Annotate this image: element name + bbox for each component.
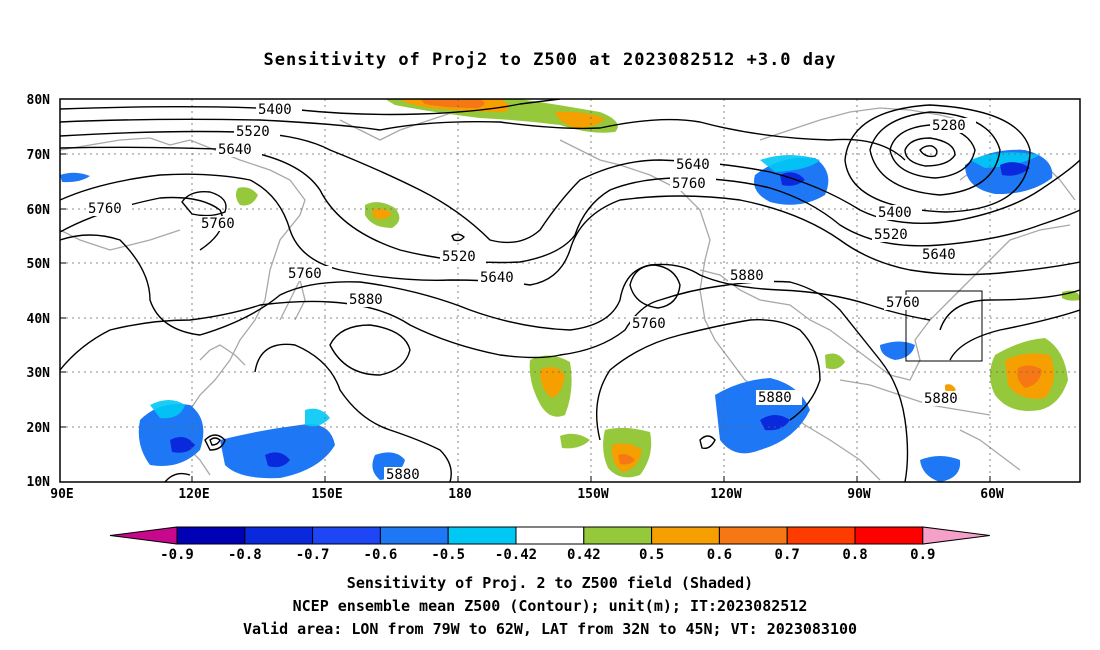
contour-label: 5760 — [286, 266, 332, 282]
contour-label: 5880 — [384, 467, 430, 483]
chart-title: Sensitivity of Proj2 to Z500 at 20230825… — [263, 50, 837, 70]
colorbar-swatch — [786, 526, 856, 545]
colorbar-swatch — [379, 526, 449, 545]
lon-label: 150E — [311, 487, 342, 502]
svg-text:5520: 5520 — [874, 227, 908, 243]
colorbar-swatch — [583, 526, 653, 545]
contour-label: 5640 — [920, 247, 966, 263]
contour-label: 5280 — [930, 118, 976, 134]
lon-label: 60W — [980, 487, 1004, 502]
colorbar-label: -0.5 — [431, 547, 465, 563]
colorbar-swatch — [312, 526, 381, 545]
contour-label: 5640 — [478, 270, 524, 286]
lat-label: 60N — [27, 203, 51, 218]
colorbar-swatch — [515, 526, 585, 545]
svg-text:5640: 5640 — [676, 157, 710, 173]
contour-label: 5520 — [234, 124, 280, 140]
colorbar-label: 0.6 — [707, 547, 732, 563]
colorbar-label: -0.7 — [296, 547, 330, 563]
contour-label: 5880 — [756, 390, 802, 406]
svg-text:5760: 5760 — [886, 295, 920, 311]
lat-label: 20N — [27, 421, 51, 436]
colorbar-label: -0.8 — [228, 547, 262, 563]
colorbar-label: 0.9 — [910, 547, 935, 563]
svg-text:5880: 5880 — [758, 390, 792, 406]
colorbar-swatch — [718, 526, 788, 545]
contour-label: 5760 — [199, 216, 245, 232]
svg-text:5880: 5880 — [349, 292, 383, 308]
contour-label: 5400 — [256, 102, 302, 118]
colorbar-swatch — [244, 526, 314, 545]
colorbar-swatch — [447, 526, 517, 545]
colorbar-label: -0.6 — [364, 547, 398, 563]
contour-label: 5880 — [728, 268, 774, 284]
contour-label: 5880 — [922, 391, 968, 407]
contour-label: 5640 — [216, 142, 262, 158]
colorbar-label: 0.7 — [775, 547, 800, 563]
svg-text:5760: 5760 — [201, 216, 235, 232]
contour-label: 5760 — [884, 295, 930, 311]
z500-contours — [60, 99, 1080, 482]
lon-label: 120E — [178, 487, 209, 502]
colorbar-label: -0.42 — [495, 547, 537, 563]
contour-label: 5520 — [440, 249, 486, 265]
svg-text:5520: 5520 — [236, 124, 270, 140]
lon-label: 90W — [847, 487, 871, 502]
contour-label: 5760 — [670, 176, 716, 192]
colorbar-swatch — [651, 526, 720, 545]
svg-text:5880: 5880 — [924, 391, 958, 407]
colorbar-left-arrow — [109, 526, 178, 545]
colorbar-label: -0.9 — [160, 547, 194, 563]
contour-label: 5880 — [347, 292, 393, 308]
contour-label: 5640 — [674, 157, 720, 173]
lon-label: 120W — [710, 487, 741, 502]
svg-text:5880: 5880 — [386, 467, 420, 483]
svg-text:5640: 5640 — [922, 247, 956, 263]
grid-lines — [60, 99, 1080, 482]
contour-label-layer: 5400 5520 5640 5760 5760 5520 5640 5760 … — [86, 102, 976, 483]
svg-text:5760: 5760 — [672, 176, 706, 192]
contour-label: 5760 — [630, 316, 676, 332]
colorbar-right-arrow — [922, 526, 990, 545]
lon-labels: 90E 120E 150E 180 150W 120W 90W 60W — [50, 487, 1004, 502]
svg-text:5280: 5280 — [932, 118, 966, 134]
contour-label: 5520 — [872, 227, 918, 243]
lon-label: 180 — [448, 487, 472, 502]
map-frame — [59, 98, 1081, 483]
valid-area-box — [905, 290, 983, 362]
contour-label: 5400 — [876, 205, 922, 221]
svg-text:5520: 5520 — [442, 249, 476, 265]
caption-valid-area: Valid area: LON from 79W to 62W, LAT fro… — [242, 620, 858, 638]
contour-label: 5760 — [86, 201, 132, 217]
svg-text:5760: 5760 — [288, 266, 322, 282]
svg-text:5760: 5760 — [632, 316, 666, 332]
svg-text:5760: 5760 — [88, 201, 122, 217]
lat-labels: 80N 70N 60N 50N 40N 30N 20N 10N — [27, 93, 51, 490]
lat-label: 70N — [27, 148, 51, 163]
svg-text:5640: 5640 — [480, 270, 514, 286]
colorbar-swatch — [176, 526, 246, 545]
lat-label: 50N — [27, 257, 51, 272]
caption-contour: NCEP ensemble mean Z500 (Contour); unit(… — [292, 597, 808, 615]
lat-label: 80N — [27, 93, 51, 108]
svg-text:5400: 5400 — [258, 102, 292, 118]
caption-shaded: Sensitivity of Proj. 2 to Z500 field (Sh… — [346, 574, 754, 592]
lon-label: 150W — [577, 487, 608, 502]
axis-ticks — [59, 98, 991, 483]
svg-text:5640: 5640 — [218, 142, 252, 158]
lat-label: 40N — [27, 312, 51, 327]
svg-text:5880: 5880 — [730, 268, 764, 284]
colorbar: -0.9 -0.8 -0.7 -0.6 -0.5 -0.42 0.42 0.5 0.6 0.7 0.… — [109, 526, 990, 563]
lat-label: 30N — [27, 366, 51, 381]
colorbar-label: 0.42 — [567, 547, 601, 563]
lon-label: 90E — [50, 487, 73, 502]
svg-text:5400: 5400 — [878, 205, 912, 221]
lat-label: 10N — [27, 475, 51, 490]
colorbar-label: 0.5 — [639, 547, 664, 563]
colorbar-label: 0.8 — [842, 547, 867, 563]
colorbar-swatch — [854, 526, 924, 545]
